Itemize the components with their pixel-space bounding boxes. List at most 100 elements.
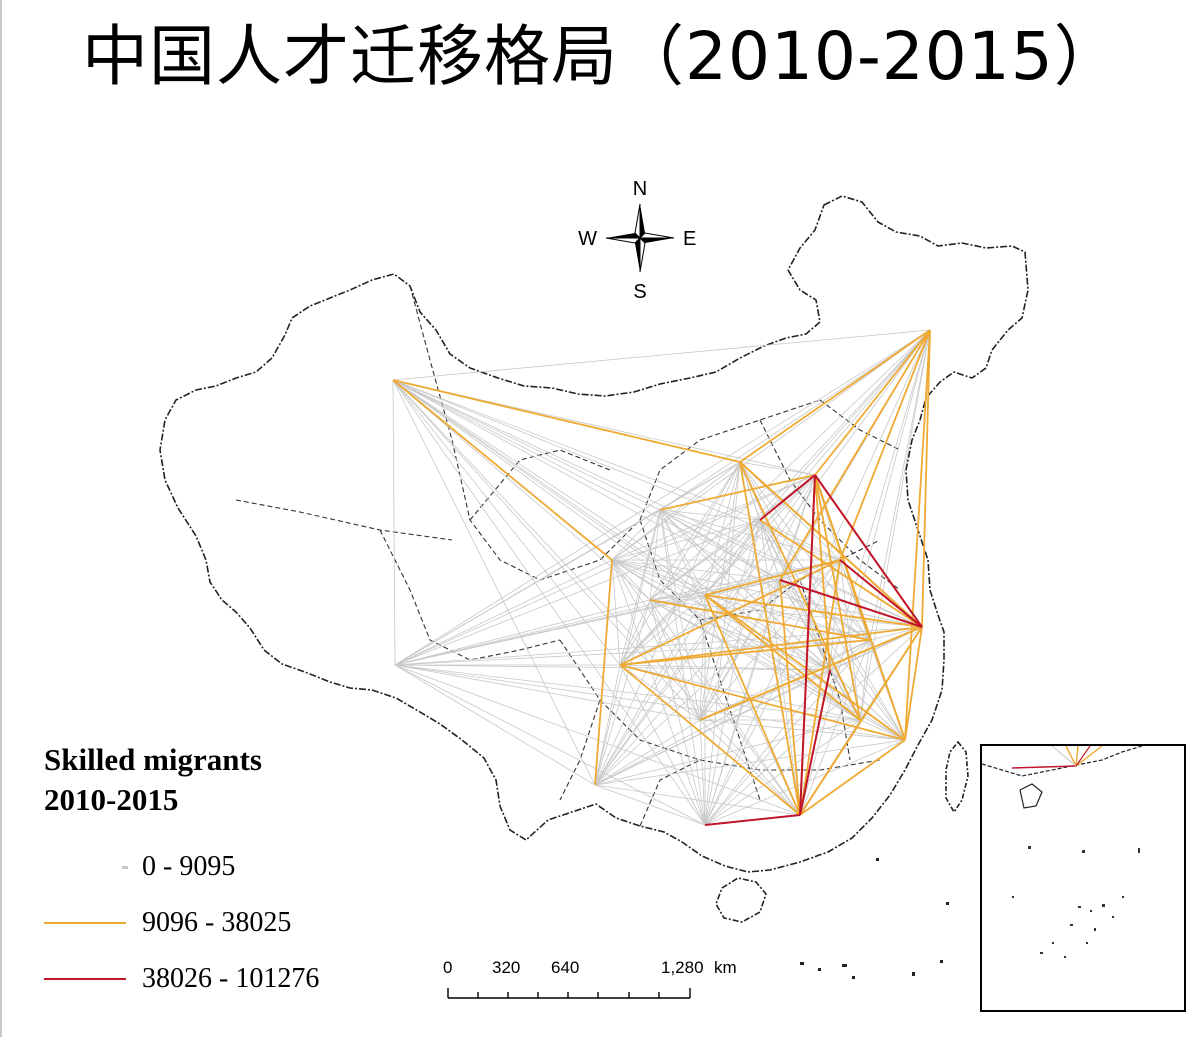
medium-flow-lines [392, 329, 931, 816]
minor-flow-line [394, 519, 761, 666]
medium-flow-line [839, 329, 931, 561]
medium-flow-line [704, 594, 906, 741]
minor-flow-line [759, 519, 841, 561]
major-flow-line [839, 559, 923, 628]
scale-bar [447, 988, 691, 999]
minor-flow-line [649, 509, 661, 601]
minor-flow-line [594, 669, 831, 786]
major-flow-line [759, 474, 816, 521]
medium-flow-line [619, 664, 801, 816]
hainan-outline [715, 877, 767, 923]
compass-north-label: N [633, 178, 647, 200]
minor-flow-line [392, 379, 701, 721]
minor-flow-line [739, 461, 841, 561]
minor-flow-line [611, 461, 741, 561]
minor-flow-line [659, 461, 741, 511]
minor-flow-line [392, 379, 923, 628]
scale-tick-1280: 1,280 [661, 958, 704, 977]
medium-flow-line [699, 626, 923, 721]
minor-flow-line [619, 664, 701, 721]
minor-flow-line [394, 579, 781, 666]
minor-flow-line [594, 719, 701, 786]
minor-flow-line [659, 509, 706, 826]
medium-flow-line [739, 461, 801, 816]
legend-swatch-medium [44, 922, 126, 924]
minor-flow-line [759, 519, 801, 816]
minor-flow-line [799, 639, 871, 816]
medium-flow-line [659, 474, 816, 511]
legend-label-medium: 9096 - 38025 [142, 907, 292, 938]
medium-flow-line [814, 329, 931, 476]
scale-tick-320: 320 [492, 958, 521, 977]
minor-flow-line [659, 509, 781, 581]
minor-flow-line [392, 379, 596, 786]
minor-flow-line [611, 559, 651, 601]
minor-flow-line [611, 519, 761, 561]
minor-flow-line [594, 739, 906, 786]
minor-flow-line [699, 639, 871, 721]
medium-flow-line [704, 559, 841, 596]
minor-flow-line [659, 509, 923, 628]
legend-swatch-major [44, 978, 126, 980]
minor-flow-line [699, 719, 906, 741]
minor-flow-line [392, 379, 706, 826]
minor-flow-line [649, 474, 816, 601]
medium-flow-line [921, 329, 931, 628]
scale-tick-640: 640 [551, 958, 580, 977]
minor-flow-line [859, 329, 931, 721]
minor-flow-line [659, 329, 931, 511]
minor-flow-line [859, 719, 906, 741]
minor-flow-line [392, 379, 396, 666]
minor-flow-line [619, 509, 661, 666]
medium-flow-line [704, 594, 923, 628]
legend-label-major: 38026 - 101276 [142, 963, 320, 994]
minor-flow-line [594, 784, 801, 816]
minor-flow-line [611, 559, 706, 826]
major-flow-line [779, 579, 923, 628]
minor-flow-line [594, 329, 931, 786]
compass-east-label: E [683, 228, 696, 250]
minor-flow-line [659, 509, 831, 671]
medium-flow-line [704, 594, 801, 816]
compass-west-label: W [578, 228, 597, 250]
minor-flow-line [659, 509, 801, 816]
minor-flow-line [649, 579, 781, 601]
minor-flow-line [739, 461, 761, 521]
medium-flow-line [779, 579, 801, 816]
minor-flow-line [611, 509, 661, 561]
minor-flow-line [759, 519, 781, 581]
minor-flow-line [611, 559, 701, 721]
minor-flow-line [392, 379, 781, 581]
legend-item-medium: 9096 - 38025 [44, 908, 374, 938]
legend-title-line1: Skilled migrants [44, 742, 262, 777]
minor-flow-line [704, 669, 831, 826]
major-flow-lines [704, 474, 923, 826]
minor-flow-line [594, 599, 651, 786]
minor-flow-line [704, 329, 931, 596]
minor-flow-line [659, 509, 871, 641]
minor-flow-line [392, 379, 706, 596]
minor-flow-line [704, 639, 871, 826]
china-outline [159, 195, 1029, 873]
compass-south-label: S [633, 281, 646, 303]
medium-flow-line [619, 559, 841, 666]
minor-flow-line [394, 559, 613, 666]
province-boundaries [235, 285, 901, 827]
scale-tick-0: 0 [443, 958, 453, 977]
minor-flow-line [594, 664, 621, 786]
minor-flow-line [649, 599, 906, 741]
medium-flow-line [904, 626, 923, 741]
compass-rose: N S E W [578, 178, 696, 303]
minor-flow-line [759, 329, 931, 521]
minor-flow-line [649, 599, 801, 816]
medium-flow-line [904, 329, 931, 741]
minor-flow-line [704, 474, 816, 826]
minor-flow-line [392, 379, 801, 816]
minor-flow-line [869, 626, 923, 641]
minor-flow-line [799, 329, 931, 816]
major-flow-line [799, 669, 831, 816]
minor-flow-line [759, 519, 861, 721]
medium-flow-line [799, 559, 841, 816]
minor-flow-line [649, 599, 861, 721]
minor-flow-line [392, 379, 661, 511]
